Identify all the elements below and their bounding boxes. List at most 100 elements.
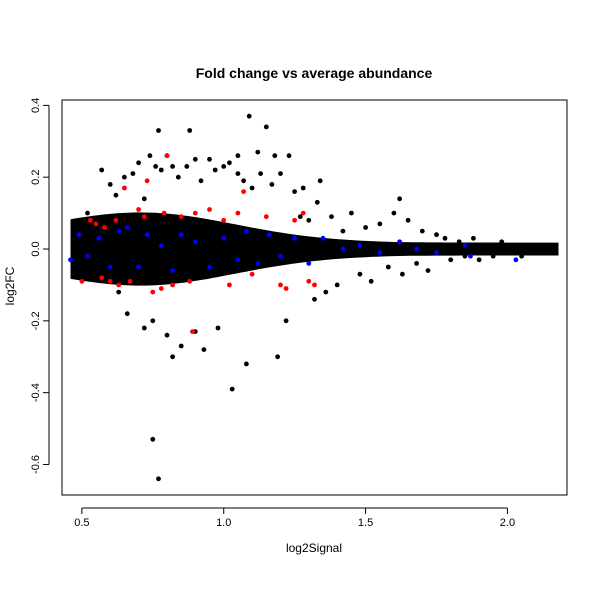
data-point-black bbox=[147, 153, 153, 159]
data-point-black bbox=[156, 476, 161, 482]
data-point-blue bbox=[292, 235, 297, 241]
data-point-blue bbox=[377, 250, 383, 256]
x-tick-label: 2.0 bbox=[500, 517, 515, 529]
data-point-black bbox=[275, 354, 280, 360]
data-point-black bbox=[283, 318, 289, 324]
data-point-black bbox=[263, 124, 269, 130]
data-point-blue bbox=[320, 235, 326, 241]
data-point-blue bbox=[255, 261, 261, 266]
data-point-black bbox=[297, 214, 303, 220]
data-point-black bbox=[201, 347, 207, 352]
data-point-black bbox=[391, 210, 397, 216]
data-point-red bbox=[278, 282, 283, 288]
data-point-black bbox=[490, 253, 496, 259]
data-point-black bbox=[93, 275, 99, 281]
data-point-red bbox=[113, 217, 119, 223]
data-point-red bbox=[178, 214, 184, 220]
data-points bbox=[68, 113, 559, 482]
data-point-black bbox=[153, 164, 159, 169]
data-point-red bbox=[300, 210, 306, 216]
data-point-black bbox=[207, 156, 212, 162]
data-point-black bbox=[539, 243, 544, 248]
data-point-black bbox=[229, 386, 235, 392]
data-point-red bbox=[235, 210, 241, 216]
data-point-black bbox=[269, 182, 275, 187]
data-point-black bbox=[246, 113, 252, 119]
data-point-black bbox=[286, 153, 292, 159]
data-point-blue bbox=[221, 235, 227, 241]
data-point-black bbox=[547, 246, 553, 252]
data-point-blue bbox=[468, 253, 473, 259]
data-point-black bbox=[471, 235, 476, 241]
data-point-red bbox=[221, 217, 227, 223]
data-point-black bbox=[334, 282, 340, 288]
data-point-blue bbox=[178, 232, 184, 238]
data-point-blue bbox=[397, 239, 402, 245]
data-point-black bbox=[414, 261, 419, 266]
data-point-blue bbox=[116, 228, 122, 234]
y-tick-label: -0.6 bbox=[30, 455, 42, 474]
data-point-red bbox=[263, 214, 269, 220]
data-point-black bbox=[156, 128, 161, 133]
data-point-black bbox=[527, 243, 533, 248]
data-point-red bbox=[306, 278, 312, 284]
data-point-black bbox=[553, 246, 559, 252]
x-axis-title: log2Signal bbox=[286, 541, 342, 555]
data-point-black bbox=[292, 189, 297, 195]
data-point-black bbox=[244, 361, 249, 367]
y-axis-title: log2FC bbox=[3, 266, 17, 305]
data-point-red bbox=[292, 217, 297, 223]
data-point-black bbox=[227, 160, 232, 166]
data-point-blue bbox=[244, 228, 249, 234]
x-tick-label: 0.5 bbox=[74, 517, 89, 529]
data-point-black bbox=[499, 239, 505, 245]
data-point-black bbox=[141, 196, 147, 202]
data-point-black bbox=[323, 289, 329, 295]
data-point-blue bbox=[357, 243, 363, 248]
data-point-blue bbox=[266, 232, 272, 238]
data-point-black bbox=[150, 436, 156, 442]
data-point-black bbox=[178, 343, 184, 349]
data-point-black bbox=[300, 185, 306, 191]
data-point-black bbox=[405, 217, 411, 223]
data-point-black bbox=[258, 171, 263, 177]
data-point-black bbox=[136, 160, 142, 166]
dense-point-cloud bbox=[70, 212, 559, 286]
x-tick-label: 1.5 bbox=[358, 517, 373, 529]
data-point-blue bbox=[76, 232, 82, 238]
data-point-red bbox=[241, 189, 247, 195]
data-point-black bbox=[312, 296, 317, 302]
data-point-red bbox=[136, 207, 142, 212]
data-point-black bbox=[187, 128, 193, 133]
data-point-blue bbox=[462, 243, 468, 248]
data-point-red bbox=[107, 278, 113, 284]
data-point-black bbox=[170, 354, 176, 360]
data-point-red bbox=[127, 278, 133, 284]
x-tick-label: 1.0 bbox=[216, 517, 231, 529]
data-point-black bbox=[113, 192, 119, 198]
data-point-blue bbox=[96, 235, 102, 241]
data-point-black bbox=[505, 250, 510, 256]
data-point-black bbox=[130, 171, 136, 177]
data-point-red bbox=[190, 329, 195, 334]
data-point-black bbox=[533, 250, 539, 256]
data-point-black bbox=[170, 164, 176, 169]
data-point-black bbox=[184, 164, 190, 169]
data-point-black bbox=[456, 239, 462, 245]
y-tick-label: 0.2 bbox=[30, 170, 42, 185]
data-point-black bbox=[150, 318, 156, 324]
data-point-black bbox=[482, 243, 488, 248]
data-point-red bbox=[99, 275, 105, 281]
data-point-blue bbox=[170, 268, 176, 273]
data-point-black bbox=[434, 232, 439, 238]
data-point-blue bbox=[513, 257, 519, 263]
data-point-black bbox=[448, 257, 454, 263]
data-point-red bbox=[102, 225, 107, 230]
data-point-black bbox=[349, 210, 354, 216]
data-point-red bbox=[227, 282, 232, 288]
data-point-blue bbox=[235, 257, 241, 263]
data-point-black bbox=[198, 178, 204, 184]
y-tick-label: -0.4 bbox=[30, 383, 42, 402]
